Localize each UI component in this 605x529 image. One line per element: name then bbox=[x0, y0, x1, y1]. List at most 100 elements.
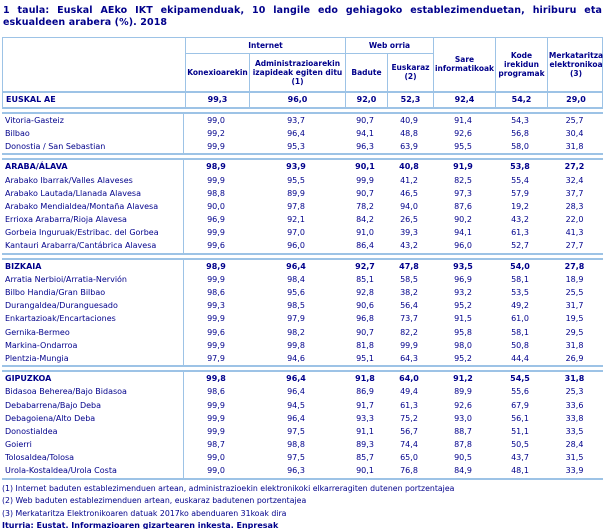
row-label: Arratia Nerbioi/Arratia-Nervión bbox=[2, 272, 184, 286]
value-cell: 96,3 bbox=[356, 142, 374, 152]
value-cell: 27,7 bbox=[565, 241, 584, 251]
table-row: Debabarrena/Bajo Deba 99,9 94,5 91,7 61,3 92,… bbox=[2, 398, 603, 412]
value-cell: 96,4 bbox=[287, 413, 305, 423]
value-cell: 96,8 bbox=[356, 314, 374, 324]
value-cell: 98,0 bbox=[454, 340, 472, 350]
table-row: Bidasoa Beherea/Bajo Bidasoa 98,6 96,4 86,9… bbox=[2, 385, 603, 399]
source-line: Iturria: Eustat. Informazioaren gizartea… bbox=[2, 521, 279, 529]
table-row: Gorbeia Inguruak/Estribac. del Gorbea 99,… bbox=[2, 226, 603, 240]
table-row: Gernika-Bermeo 99,6 98,2 90,7 82,2 95,8 58,1 29… bbox=[2, 325, 603, 339]
value-cell: 25,3 bbox=[565, 387, 584, 397]
column-header-sare-informatikoak: Sare informatikoak bbox=[433, 37, 495, 91]
value-cell: 61,3 bbox=[400, 400, 418, 410]
row-label: Gorbeia Inguruak/Estribac. del Gorbea bbox=[2, 226, 184, 240]
value-cell: 96,4 bbox=[287, 128, 305, 138]
value-cell: 37,7 bbox=[565, 188, 584, 198]
value-cell: 54,0 bbox=[510, 261, 530, 271]
row-label: GIPUZKOA bbox=[2, 372, 184, 386]
value-cell: 99,0 bbox=[207, 453, 225, 463]
table-section-gipuzkoa: GIPUZKOA 99,8 96,4 91,8 64,0 91,2 54,5 31,8 Bida… bbox=[2, 370, 603, 480]
value-cell: 98,8 bbox=[207, 188, 225, 198]
row-label: Durangaldea/Duranguesado bbox=[2, 299, 184, 313]
value-cell: 56,8 bbox=[511, 128, 529, 138]
value-cell: 18,9 bbox=[565, 274, 584, 284]
value-cell: 98,6 bbox=[207, 387, 225, 397]
value-cell: 91,2 bbox=[453, 374, 473, 384]
value-cell: 82,5 bbox=[454, 175, 472, 185]
value-cell: 55,6 bbox=[511, 387, 529, 397]
column-header-badute: Badute bbox=[345, 53, 387, 91]
row-label: BIZKAIA bbox=[2, 259, 184, 273]
value-cell: 49,4 bbox=[400, 387, 418, 397]
row-label: Errioxa Arabarra/Rioja Alavesa bbox=[2, 213, 184, 227]
value-cell: 95,2 bbox=[454, 301, 472, 311]
value-cell: 87,6 bbox=[454, 201, 472, 211]
value-cell: 86,4 bbox=[356, 241, 374, 251]
value-cell: 99,2 bbox=[207, 128, 225, 138]
value-cell: 99,8 bbox=[206, 374, 226, 384]
row-label: Vitoria-Gasteiz bbox=[2, 113, 184, 127]
value-cell: 94,1 bbox=[356, 128, 374, 138]
value-cell: 96,4 bbox=[286, 374, 306, 384]
value-cell: 39,3 bbox=[400, 228, 418, 238]
value-cell: 95,5 bbox=[454, 142, 472, 152]
value-cell: 85,7 bbox=[356, 453, 374, 463]
footnote-3: (3) Merkataritza Elektronikoaren datuak … bbox=[2, 508, 287, 518]
value-cell: 93,7 bbox=[287, 115, 305, 125]
value-cell: 90,6 bbox=[356, 301, 374, 311]
table-row: Debagoiena/Alto Deba 99,9 96,4 93,3 75,2 93,0… bbox=[2, 411, 603, 425]
value-cell: 40,8 bbox=[399, 162, 419, 172]
value-cell: 67,9 bbox=[511, 400, 529, 410]
value-cell: 93,5 bbox=[453, 261, 473, 271]
value-cell: 61,0 bbox=[511, 314, 529, 324]
table-section-hiriburuak: Vitoria-Gasteiz 99,0 93,7 90,7 40,9 91,4 54,3 2… bbox=[2, 111, 603, 156]
column-header-kode-irekidun: Kode irekidun programak bbox=[495, 37, 547, 91]
value-cell: 33,8 bbox=[565, 413, 584, 423]
value-cell: 91,9 bbox=[453, 162, 473, 172]
value-cell: 97,3 bbox=[454, 188, 472, 198]
value-cell: 30,4 bbox=[565, 128, 584, 138]
value-cell: 31,8 bbox=[565, 142, 584, 152]
value-cell: 51,1 bbox=[511, 426, 529, 436]
table-row: Bilbao 99,2 96,4 94,1 48,8 92,6 56,8 30,4 bbox=[2, 126, 603, 141]
value-cell: 50,5 bbox=[511, 440, 529, 450]
value-cell: 26,5 bbox=[400, 215, 418, 225]
value-cell: 52,7 bbox=[511, 241, 529, 251]
value-cell: 99,6 bbox=[207, 241, 225, 251]
value-cell: 98,4 bbox=[287, 274, 305, 284]
value-cell: 92,6 bbox=[454, 128, 472, 138]
table-row: Donostialdea 99,9 97,5 91,1 56,7 88,7 51,1 33,5 bbox=[2, 424, 603, 438]
table-row: Arabako Mendialdea/Montaña Alavesa 90,0 97… bbox=[2, 199, 603, 213]
value-cell: 91,8 bbox=[355, 374, 375, 384]
value-cell: 90,7 bbox=[356, 115, 374, 125]
table-row: BIZKAIA 98,9 96,4 92,7 47,8 93,5 54,0 27,8 bbox=[2, 259, 603, 273]
value-cell: 55,4 bbox=[511, 175, 529, 185]
value-cell: 92,1 bbox=[287, 215, 305, 225]
value-cell: 87,8 bbox=[454, 440, 472, 450]
row-label: Bilbao bbox=[2, 126, 184, 141]
value-cell: 99,9 bbox=[207, 413, 225, 423]
value-cell: 91,5 bbox=[454, 314, 472, 324]
value-cell: 33,5 bbox=[565, 426, 584, 436]
value-cell: 56,4 bbox=[400, 301, 418, 311]
table-row: Durangaldea/Duranguesado 99,3 98,5 90,6 56,4… bbox=[2, 299, 603, 313]
value-cell: 54,3 bbox=[511, 115, 529, 125]
value-cell: 93,0 bbox=[454, 413, 472, 423]
value-cell: 64,3 bbox=[400, 353, 418, 363]
value-cell: 98,9 bbox=[206, 261, 226, 271]
value-cell: 92,7 bbox=[355, 261, 375, 271]
value-cell: 99,0 bbox=[207, 466, 225, 476]
value-cell: 38,2 bbox=[400, 288, 418, 298]
value-cell: 90,1 bbox=[355, 162, 375, 172]
value-cell: 89,9 bbox=[454, 387, 472, 397]
value-cell: 40,9 bbox=[400, 115, 418, 125]
value-cell: 98,7 bbox=[207, 440, 225, 450]
column-header-konexioarekin: Konexioarekin bbox=[185, 53, 249, 91]
value-cell: 96,3 bbox=[287, 466, 305, 476]
value-cell: 94,6 bbox=[287, 353, 305, 363]
value-cell: 91,7 bbox=[356, 400, 374, 410]
table-row: Donostia / San Sebastian 99,9 95,3 96,3 63,9… bbox=[2, 140, 603, 154]
value-cell: 94,1 bbox=[454, 228, 472, 238]
value-cell: 98,8 bbox=[287, 440, 305, 450]
value-cell: 57,9 bbox=[511, 188, 529, 198]
